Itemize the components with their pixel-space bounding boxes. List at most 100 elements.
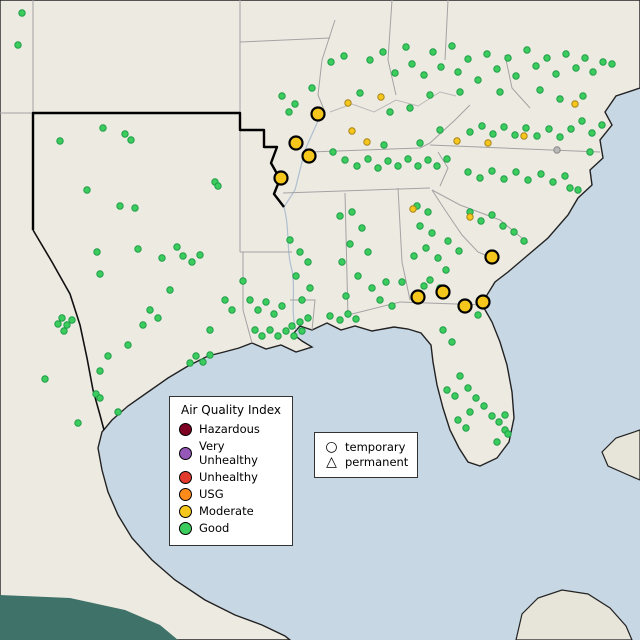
station-good[interactable] (581, 54, 589, 62)
station-good[interactable] (388, 302, 396, 310)
station-good[interactable] (504, 430, 512, 438)
station-good[interactable] (246, 296, 254, 304)
station-good[interactable] (304, 258, 312, 266)
station-good[interactable] (566, 184, 574, 192)
station-good[interactable] (598, 121, 606, 129)
station-good[interactable] (206, 351, 214, 359)
station-good[interactable] (308, 84, 316, 92)
station-moderate-temporary[interactable] (288, 135, 304, 151)
station-good[interactable] (96, 270, 104, 278)
station-good[interactable] (574, 186, 582, 194)
station-good[interactable] (524, 176, 532, 184)
station-good[interactable] (416, 222, 424, 230)
station-good[interactable] (466, 128, 474, 136)
station-good[interactable] (439, 326, 447, 334)
station-good[interactable] (228, 306, 236, 314)
station-good[interactable] (336, 316, 344, 324)
station-good[interactable] (344, 310, 352, 318)
station-moderate-temporary[interactable] (484, 249, 500, 265)
station-good[interactable] (221, 296, 229, 304)
station-moderate[interactable] (520, 132, 528, 140)
station-good[interactable] (296, 248, 304, 256)
station-good[interactable] (488, 412, 496, 420)
station-good[interactable] (358, 224, 366, 232)
station-good[interactable] (536, 86, 544, 94)
station-good[interactable] (154, 314, 162, 322)
station-good[interactable] (258, 332, 266, 340)
station-good[interactable] (511, 131, 519, 139)
station-good[interactable] (588, 129, 596, 137)
station-good[interactable] (500, 175, 508, 183)
station-good[interactable] (500, 123, 508, 131)
station-good[interactable] (434, 254, 442, 262)
station-good[interactable] (523, 46, 531, 54)
station-good[interactable] (489, 130, 497, 138)
station-good[interactable] (422, 244, 430, 252)
station-good[interactable] (290, 332, 298, 340)
station-moderate[interactable] (344, 99, 352, 107)
station-good[interactable] (533, 132, 541, 140)
station-good[interactable] (537, 170, 545, 178)
station-good[interactable] (416, 139, 424, 147)
station-good[interactable] (426, 91, 434, 99)
station-good[interactable] (424, 156, 432, 164)
station-good[interactable] (382, 278, 390, 286)
station-good[interactable] (589, 68, 597, 76)
station-good[interactable] (448, 42, 456, 50)
station-good[interactable] (474, 311, 482, 319)
station-good[interactable] (306, 284, 314, 292)
station-good[interactable] (493, 65, 501, 73)
station-moderate-temporary[interactable] (457, 298, 473, 314)
station-good[interactable] (599, 58, 607, 66)
station-good[interactable] (429, 48, 437, 56)
station-good[interactable] (376, 296, 384, 304)
station-good[interactable] (342, 292, 350, 300)
station-good[interactable] (556, 133, 564, 141)
station-good[interactable] (286, 236, 294, 244)
station-good[interactable] (336, 212, 344, 220)
station-good[interactable] (426, 276, 434, 284)
station-good[interactable] (366, 56, 374, 64)
station-good[interactable] (278, 92, 286, 100)
station-good[interactable] (478, 122, 486, 130)
station-moderate[interactable] (453, 137, 461, 145)
station-good[interactable] (404, 155, 412, 163)
station-good[interactable] (104, 352, 112, 360)
station-good[interactable] (477, 217, 485, 225)
station-good[interactable] (354, 272, 362, 280)
station-good[interactable] (455, 247, 463, 255)
station-good[interactable] (424, 208, 432, 216)
station-good[interactable] (474, 76, 482, 84)
station-good[interactable] (214, 182, 222, 190)
station-good[interactable] (292, 272, 300, 280)
station-good[interactable] (522, 124, 530, 132)
station-good[interactable] (348, 208, 356, 216)
station-good[interactable] (443, 155, 451, 163)
station-good[interactable] (139, 321, 147, 329)
station-good[interactable] (464, 384, 472, 392)
station-good[interactable] (179, 252, 187, 260)
station-good[interactable] (166, 286, 174, 294)
station-good[interactable] (121, 130, 129, 138)
station-unknown[interactable] (553, 146, 561, 154)
station-good[interactable] (282, 327, 290, 335)
station-good[interactable] (552, 70, 560, 78)
station-moderate-temporary[interactable] (273, 170, 289, 186)
station-good[interactable] (266, 326, 274, 334)
station-good[interactable] (472, 394, 480, 402)
station-good[interactable] (338, 258, 346, 266)
station-good[interactable] (380, 141, 388, 149)
station-good[interactable] (493, 438, 501, 446)
station-good[interactable] (63, 321, 71, 329)
station-good[interactable] (173, 243, 181, 251)
station-moderate-temporary[interactable] (310, 106, 326, 122)
station-good[interactable] (410, 252, 418, 260)
station-good[interactable] (433, 162, 441, 170)
station-good[interactable] (206, 326, 214, 334)
station-good[interactable] (543, 54, 551, 62)
station-good[interactable] (512, 168, 520, 176)
station-good[interactable] (437, 63, 445, 71)
station-good[interactable] (239, 277, 247, 285)
station-good[interactable] (196, 251, 204, 259)
station-good[interactable] (579, 92, 587, 100)
